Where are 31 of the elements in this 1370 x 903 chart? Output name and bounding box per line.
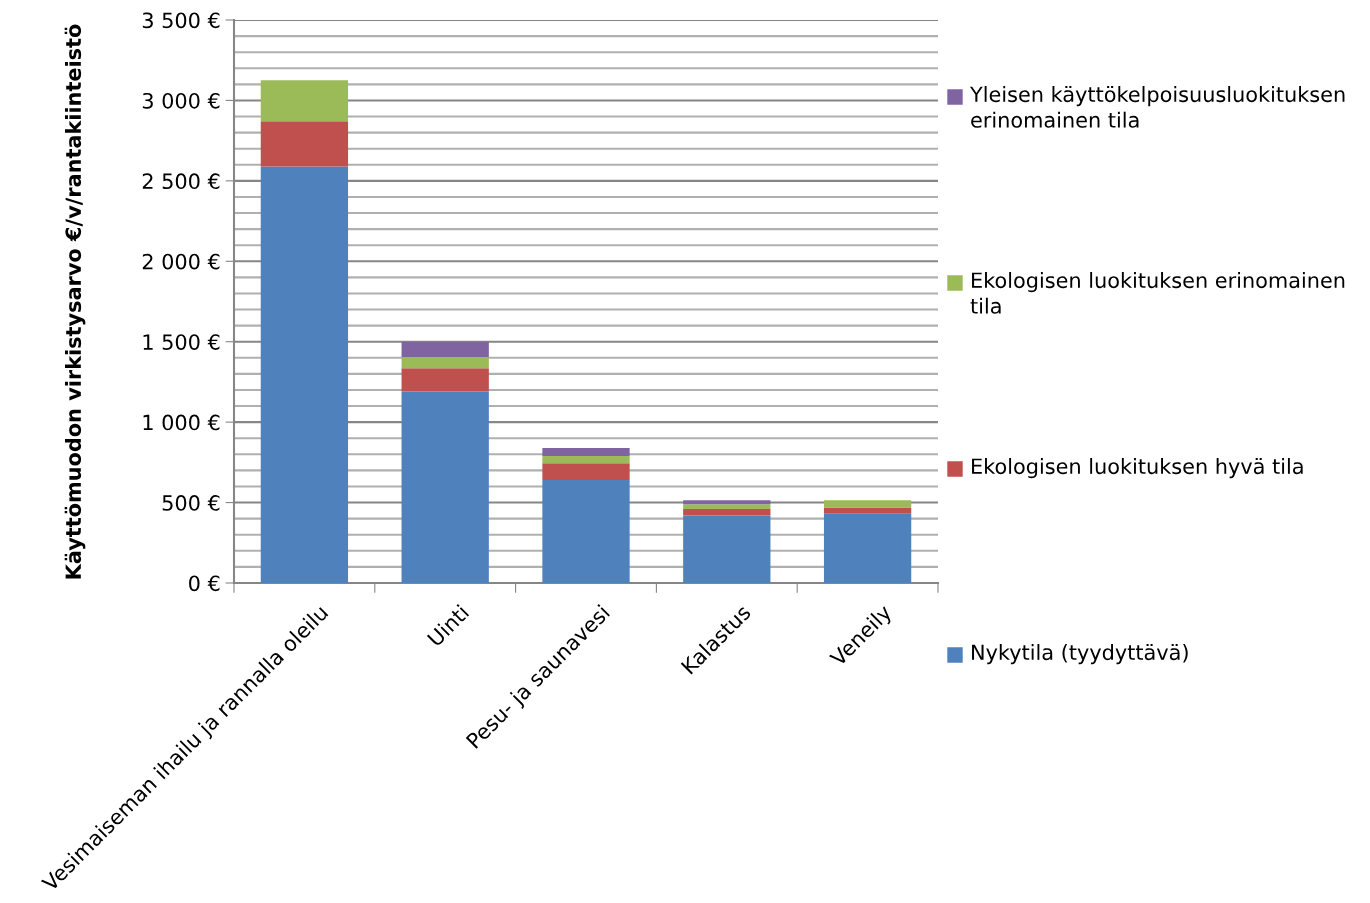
y-tick-label: 1 000 € (143, 414, 220, 431)
bar (542, 447, 630, 456)
y-axis-title: Käyttömuodon virkistysarvo €/v/rantakiinteistö (64, 24, 86, 579)
bar (260, 121, 349, 167)
bar (823, 500, 912, 508)
bar (260, 80, 349, 122)
y-tick-label: 500 € (162, 495, 220, 511)
y-tick-label: 3 500 € (142, 12, 220, 29)
bar (683, 515, 771, 583)
legend-label: Nykytila (tyydyttävä) (972, 644, 1188, 665)
bar (683, 504, 771, 510)
y-tick-label: 0 € (189, 575, 220, 592)
bar (542, 480, 630, 583)
y-tick-label: 3 000 € (142, 92, 220, 109)
y-tick-label: 1 500 € (143, 334, 220, 350)
bar (542, 463, 630, 481)
legend-label: Ekologisen luokituksen erinomainen tila (970, 272, 1345, 314)
bar (401, 357, 489, 369)
bar (823, 507, 912, 514)
legend-label: Yleisen käyttökelpoisuusluokituksen erinomainen tila (969, 86, 1345, 128)
bar (683, 509, 771, 516)
bar (683, 500, 771, 505)
bar (401, 368, 489, 392)
bar (260, 166, 349, 583)
bar (542, 455, 630, 464)
bar (401, 391, 489, 583)
bar (823, 513, 912, 583)
legend-label: Ekologisen luokituksen hyvä tila (972, 458, 1303, 479)
bar (401, 341, 489, 357)
y-tick-label: 2 000 € (142, 253, 220, 270)
y-tick-label: 2 500 € (142, 173, 220, 190)
